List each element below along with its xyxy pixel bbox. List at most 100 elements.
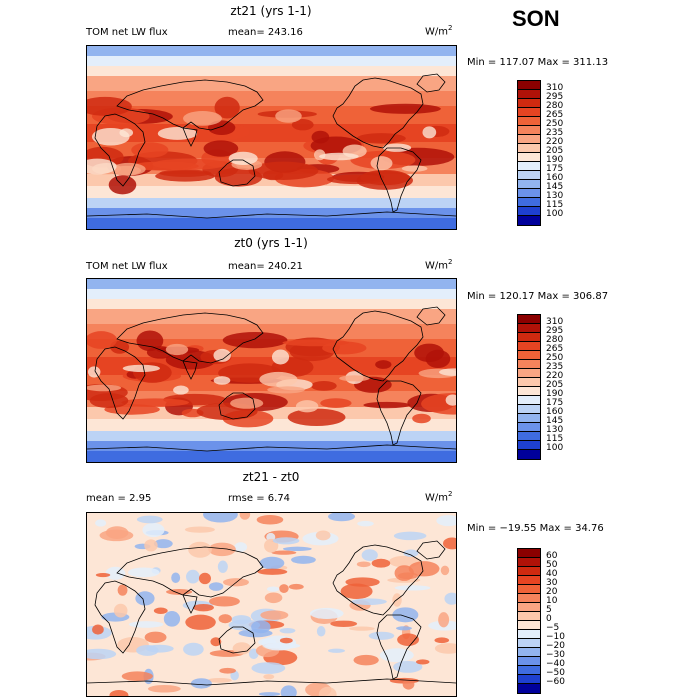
colorbar-tick-label: 175 <box>546 164 564 174</box>
colorbar-tick-label: 190 <box>546 389 564 399</box>
colorbar-swatch <box>518 153 540 162</box>
colorbar-tick-label: 205 <box>546 146 564 156</box>
colorbar-swatch <box>518 315 540 324</box>
colorbar-swatch <box>518 162 540 171</box>
colorbar-tick-label: 190 <box>546 155 564 165</box>
colorbar-tick-label: 5 <box>546 605 552 615</box>
colorbar-tick-label: 220 <box>546 371 564 381</box>
colorbar-tick-label: 280 <box>546 335 564 345</box>
colorbar-swatch <box>518 396 540 405</box>
colorbar-tick-label: 265 <box>546 110 564 120</box>
colorbar-tick-label: 145 <box>546 182 564 192</box>
panel-rmse: rmse = 6.74 <box>228 493 291 504</box>
colorbar-tick-label: 115 <box>546 200 564 210</box>
colorbar-tick-label: 10 <box>546 596 558 606</box>
colorbar-swatch <box>518 108 540 117</box>
colorbar-tick-label: −40 <box>546 659 565 669</box>
colorbar-diff <box>517 548 541 694</box>
colorbar-tick-label: 100 <box>546 443 564 453</box>
colorbar-swatch <box>518 558 540 567</box>
panel-units: W/m2 <box>425 24 453 38</box>
panel-units: W/m2 <box>425 490 453 504</box>
colorbar-swatch <box>518 603 540 612</box>
panel-minmax: Min = −19.55 Max = 34.76 <box>467 523 604 534</box>
colorbar-swatch <box>518 405 540 414</box>
season-label: SON <box>512 6 560 31</box>
colorbar-swatch <box>518 342 540 351</box>
colorbar-swatch <box>518 360 540 369</box>
colorbar-tick-label: 115 <box>546 434 564 444</box>
colorbar-tick-label: 310 <box>546 83 564 93</box>
panel-minmax: Min = 120.17 Max = 306.87 <box>467 291 609 302</box>
map-zt0 <box>86 278 457 463</box>
colorbar-zt21 <box>517 80 541 226</box>
colorbar-tick-label: 130 <box>546 425 564 435</box>
colorbar-swatch <box>518 378 540 387</box>
colorbar-tick-label: −5 <box>546 623 560 633</box>
colorbar-tick-label: −60 <box>546 677 565 687</box>
colorbar-tick-label: 220 <box>546 137 564 147</box>
colorbar-swatch <box>518 171 540 180</box>
colorbar-tick-label: 40 <box>546 569 558 579</box>
colorbar-swatch <box>518 576 540 585</box>
colorbar-swatch <box>518 369 540 378</box>
panel-mean: mean= 240.21 <box>228 261 303 272</box>
colorbar-tick-label: −10 <box>546 632 565 642</box>
colorbar-swatch <box>518 144 540 153</box>
colorbar-zt0 <box>517 314 541 460</box>
colorbar-tick-label: 175 <box>546 398 564 408</box>
colorbar-swatch <box>518 441 540 450</box>
colorbar-tick-label: 100 <box>546 209 564 219</box>
panel-title: zt0 (yrs 1-1) <box>234 236 308 250</box>
colorbar-tick-label: 20 <box>546 587 558 597</box>
colorbar-swatch <box>518 594 540 603</box>
panel-title: zt21 (yrs 1-1) <box>230 4 312 18</box>
colorbar-swatch <box>518 333 540 342</box>
colorbar-tick-label: 50 <box>546 560 558 570</box>
colorbar-swatch <box>518 684 540 693</box>
colorbar-tick-label: 295 <box>546 92 564 102</box>
map-diff <box>86 512 457 697</box>
colorbar-swatch <box>518 657 540 666</box>
colorbar-swatch <box>518 675 540 684</box>
colorbar-tick-label: 310 <box>546 317 564 327</box>
colorbar-tick-label: 0 <box>546 614 552 624</box>
panel-title: zt21 - zt0 <box>242 470 300 484</box>
colorbar-tick-label: 265 <box>546 344 564 354</box>
colorbar-tick-label: −30 <box>546 650 565 660</box>
map-zt21 <box>86 45 457 230</box>
colorbar-swatch <box>518 324 540 333</box>
colorbar-swatch <box>518 630 540 639</box>
colorbar-tick-label: 235 <box>546 362 564 372</box>
colorbar-swatch <box>518 432 540 441</box>
panel-minmax: Min = 117.07 Max = 311.13 <box>467 57 609 68</box>
colorbar-swatch <box>518 90 540 99</box>
colorbar-swatch <box>518 621 540 630</box>
colorbar-swatch <box>518 423 540 432</box>
colorbar-tick-label: 295 <box>546 326 564 336</box>
colorbar-swatch <box>518 207 540 216</box>
colorbar-swatch <box>518 648 540 657</box>
colorbar-tick-label: −20 <box>546 641 565 651</box>
colorbar-swatch <box>518 198 540 207</box>
colorbar-swatch <box>518 135 540 144</box>
colorbar-tick-label: 130 <box>546 191 564 201</box>
colorbar-swatch <box>518 126 540 135</box>
panel-left-label: TOM net LW flux <box>86 27 168 38</box>
colorbar-swatch <box>518 639 540 648</box>
colorbar-tick-label: 250 <box>546 119 564 129</box>
panel-units: W/m2 <box>425 258 453 272</box>
colorbar-swatch <box>518 189 540 198</box>
colorbar-swatch <box>518 450 540 459</box>
colorbar-swatch <box>518 585 540 594</box>
colorbar-swatch <box>518 612 540 621</box>
panel-mean: mean= 243.16 <box>228 27 303 38</box>
colorbar-swatch <box>518 99 540 108</box>
colorbar-tick-label: 250 <box>546 353 564 363</box>
colorbar-tick-label: 235 <box>546 128 564 138</box>
panel-left-label: TOM net LW flux <box>86 261 168 272</box>
colorbar-tick-label: 160 <box>546 407 564 417</box>
colorbar-swatch <box>518 387 540 396</box>
colorbar-swatch <box>518 666 540 675</box>
panel-left-label: mean = 2.95 <box>86 493 152 504</box>
